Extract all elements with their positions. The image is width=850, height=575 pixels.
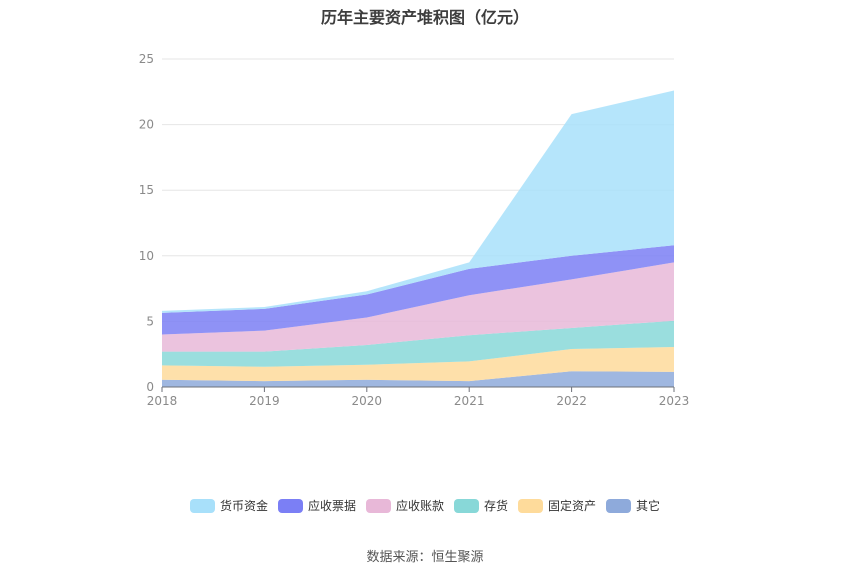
x-tick-label: 2018: [147, 394, 178, 408]
legend-swatch: [518, 498, 544, 513]
legend-label: 货币资金: [219, 499, 268, 513]
x-tick-label: 2022: [556, 394, 587, 408]
legend-item[interactable]: 其它: [606, 497, 660, 514]
data-source: 数据来源：恒生聚源: [366, 550, 484, 565]
x-tick-label: 2020: [352, 394, 383, 408]
legend-item[interactable]: 货币资金: [189, 497, 268, 514]
legend-label: 应收票据: [307, 499, 356, 513]
legend-swatch: [277, 498, 303, 513]
area-series-5: [162, 90, 674, 313]
area-series-0: [162, 371, 674, 387]
area-series-4: [162, 245, 674, 335]
area-series-3: [162, 262, 674, 352]
stacked-area-chart: 0 5 10 15 20 25 2018 2019 2020 2021 2022 2023: [139, 52, 690, 408]
legend-label: 其它: [636, 499, 661, 513]
legend-swatch: [365, 498, 391, 513]
area-series: [162, 90, 674, 387]
y-tick-label: 25: [139, 52, 154, 66]
y-tick-label: 5: [146, 314, 154, 328]
legend-swatch: [189, 498, 215, 513]
x-tick-label: 2019: [249, 394, 280, 408]
legend: 货币资金 应收票据 应收账款 存货 固定资产 其它: [0, 497, 850, 514]
y-tick-label: 0: [146, 380, 154, 394]
area-series-1: [162, 347, 674, 382]
axes: 0 5 10 15 20 25 2018 2019 2020 2021 2022 2023: [139, 52, 690, 408]
legend-item[interactable]: 固定资产: [518, 497, 596, 514]
x-tick-label: 2021: [454, 394, 485, 408]
legend-swatch: [454, 498, 479, 513]
legend-label: 固定资产: [548, 499, 597, 513]
legend-item[interactable]: 应收票据: [277, 497, 356, 514]
y-tick-label: 20: [139, 118, 154, 132]
area-series-2: [162, 320, 674, 367]
y-tick-label: 15: [139, 183, 154, 197]
legend-item[interactable]: 应收账款: [365, 497, 444, 514]
x-tick-label: 2023: [659, 394, 690, 408]
legend-label: 应收账款: [395, 499, 444, 513]
legend-label: 存货: [484, 499, 509, 513]
chart-title: 历年主要资产堆积图（亿元）: [320, 8, 529, 27]
y-tick-label: 10: [139, 249, 154, 263]
legend-item[interactable]: 存货: [454, 497, 508, 514]
legend-swatch: [606, 498, 632, 513]
